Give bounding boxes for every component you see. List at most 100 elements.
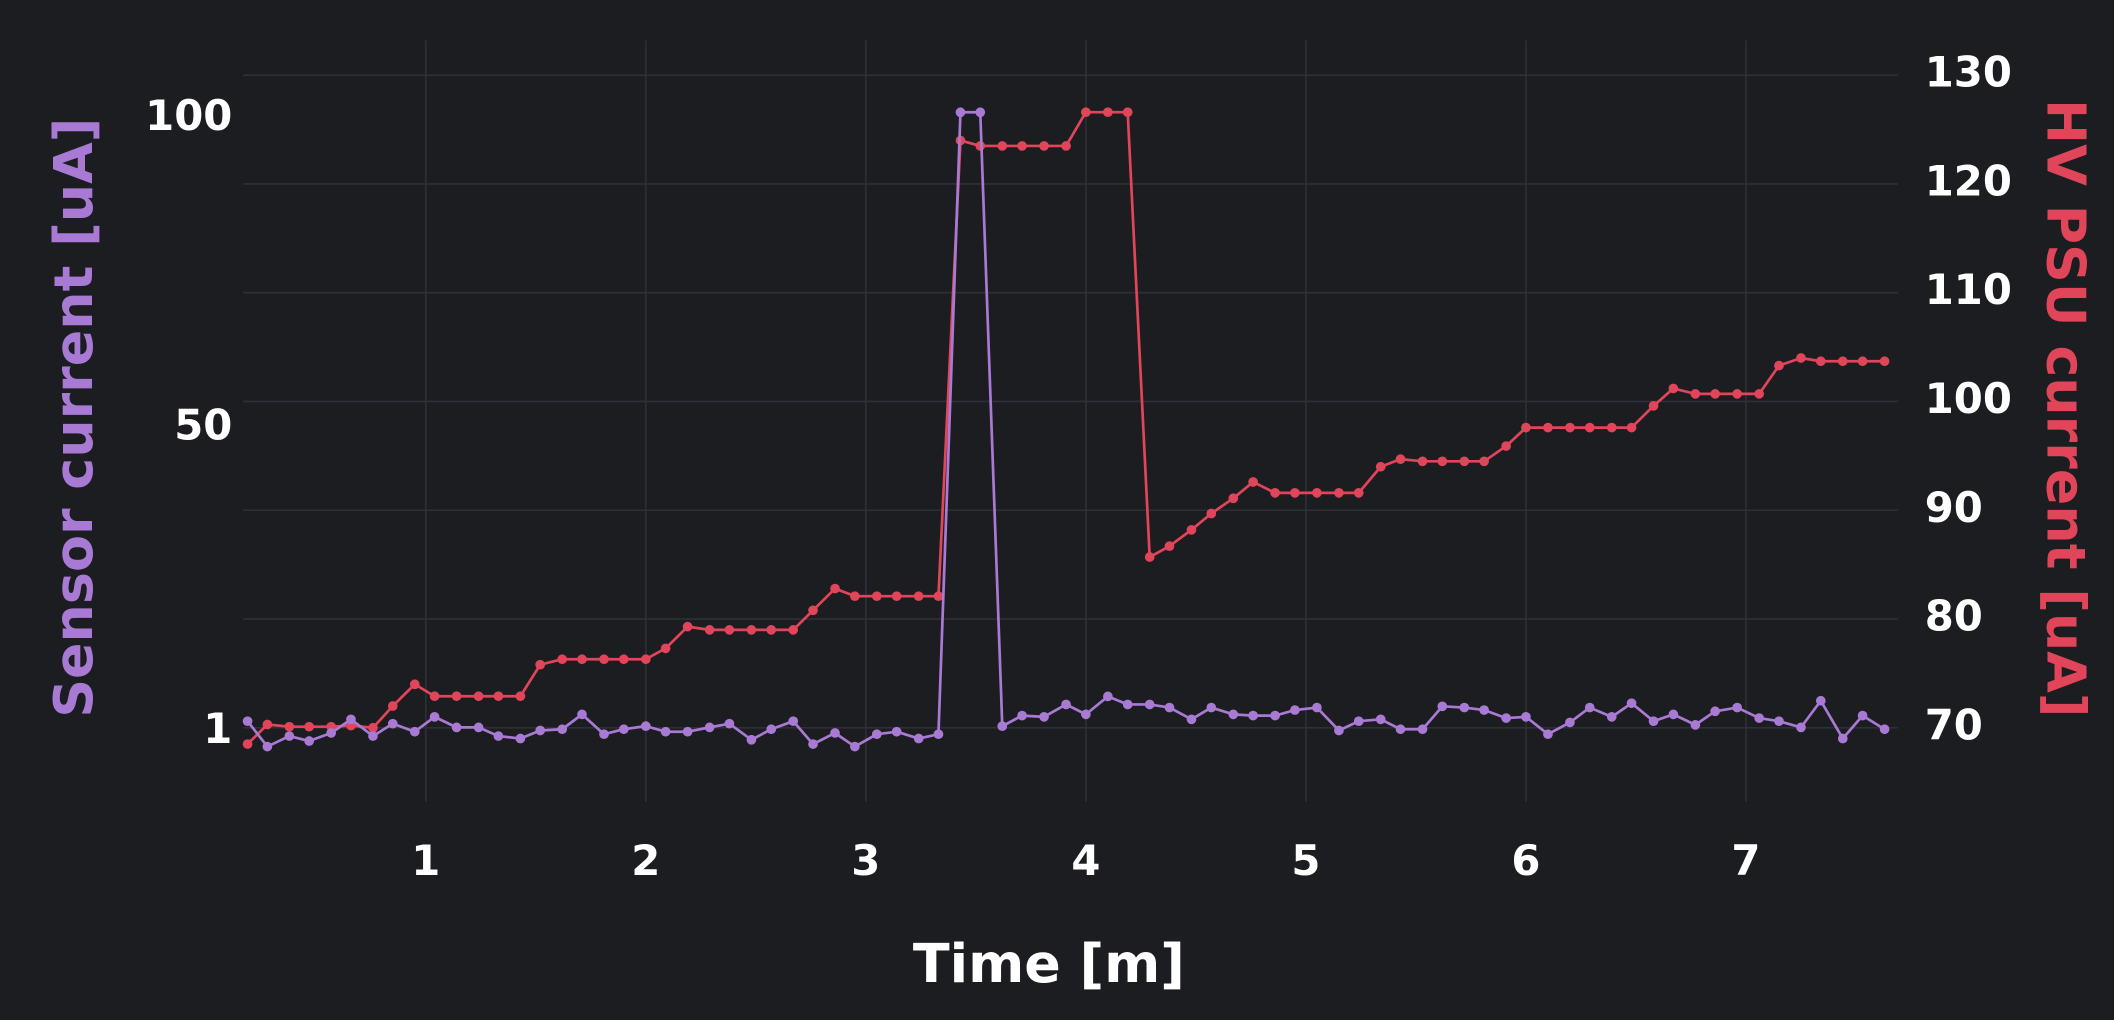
- data-point: [1857, 356, 1868, 367]
- data-point: [1122, 107, 1133, 118]
- data-point: [242, 716, 253, 727]
- data-point: [1857, 710, 1868, 721]
- data-point: [1690, 389, 1701, 399]
- data-point: [766, 724, 777, 735]
- y-tick-label: 100: [145, 91, 232, 140]
- data-point: [1061, 699, 1071, 710]
- data-point: [1437, 456, 1448, 467]
- data-point: [1606, 422, 1617, 433]
- y2-tick-label: 120: [1925, 156, 2012, 205]
- data-point: [1186, 714, 1197, 725]
- data-point: [368, 722, 378, 733]
- data-point: [1796, 722, 1806, 733]
- data-point: [724, 718, 735, 729]
- data-point: [1017, 141, 1027, 151]
- data-point: [788, 625, 799, 635]
- y2-tick-label: 100: [1925, 374, 2012, 423]
- data-point: [535, 659, 546, 670]
- data-point: [387, 701, 398, 711]
- data-point: [808, 739, 818, 749]
- data-point: [1648, 716, 1659, 727]
- data-point: [1815, 695, 1826, 706]
- data-point: [304, 721, 315, 732]
- data-point: [1103, 107, 1113, 118]
- y2-tick-label: 130: [1925, 48, 2012, 97]
- data-point: [1837, 356, 1848, 367]
- data-point: [577, 654, 587, 665]
- data-point: [1837, 733, 1848, 744]
- data-point: [1334, 725, 1344, 736]
- data-point: [1565, 717, 1575, 728]
- data-point: [1437, 701, 1448, 712]
- data-point: [849, 741, 860, 752]
- data-point: [660, 643, 671, 654]
- data-point: [1626, 422, 1637, 433]
- data-point: [409, 679, 420, 690]
- x-tick-label: 5: [1291, 836, 1320, 885]
- data-point: [891, 726, 902, 737]
- data-point: [618, 654, 629, 665]
- data-point: [1626, 698, 1637, 709]
- data-point: [1501, 713, 1511, 723]
- y2-axis-title: HV PSU current [uA]: [2035, 99, 2098, 717]
- data-point: [493, 731, 504, 741]
- data-point: [913, 733, 924, 744]
- data-point: [262, 741, 273, 752]
- data-point: [304, 736, 315, 746]
- y2-tick-label: 90: [1925, 483, 1983, 532]
- x-tick-label: 2: [631, 836, 660, 885]
- data-point: [1732, 389, 1743, 399]
- data-point: [997, 721, 1008, 731]
- data-point: [955, 107, 966, 118]
- data-point: [830, 583, 840, 594]
- data-point: [473, 691, 484, 702]
- data-point: [515, 691, 526, 702]
- data-point: [1879, 724, 1890, 735]
- data-point: [1479, 456, 1489, 467]
- data-point: [1395, 724, 1406, 735]
- data-point: [1144, 699, 1155, 710]
- data-point: [387, 718, 398, 729]
- data-point: [1248, 477, 1258, 487]
- data-point: [1353, 487, 1364, 498]
- data-point: [640, 654, 651, 665]
- data-point: [1710, 706, 1721, 717]
- data-point: [346, 714, 356, 725]
- data-point: [1584, 702, 1595, 713]
- data-point: [1290, 705, 1300, 715]
- data-point: [1774, 716, 1784, 727]
- data-point: [1081, 709, 1091, 720]
- data-point: [1270, 487, 1280, 498]
- data-point: [1521, 422, 1531, 433]
- data-point: [1815, 356, 1826, 367]
- x-axis-title: Time [m]: [913, 932, 1185, 995]
- data-point: [1206, 508, 1217, 519]
- data-point: [1334, 487, 1344, 498]
- data-point: [1248, 710, 1258, 721]
- data-point: [788, 716, 799, 727]
- data-point: [1417, 724, 1428, 735]
- data-point: [1648, 400, 1659, 411]
- data-point: [1668, 383, 1679, 394]
- data-point: [1039, 141, 1049, 151]
- data-point: [618, 724, 629, 735]
- data-point: [933, 729, 944, 740]
- data-point: [830, 728, 840, 738]
- data-point: [1395, 454, 1406, 464]
- data-point: [1164, 702, 1175, 713]
- data-point: [1228, 709, 1239, 720]
- data-point: [1103, 691, 1113, 702]
- data-point: [933, 591, 944, 602]
- data-point: [1081, 107, 1091, 118]
- data-point: [1375, 461, 1386, 472]
- data-point: [871, 591, 882, 602]
- grid: [243, 40, 1898, 802]
- data-point: [473, 722, 484, 733]
- data-point: [1754, 713, 1765, 723]
- data-point: [704, 722, 715, 733]
- data-point: [599, 654, 609, 665]
- data-point: [368, 731, 378, 741]
- data-point: [1039, 712, 1049, 722]
- data-point: [746, 625, 757, 635]
- data-point: [1479, 705, 1489, 715]
